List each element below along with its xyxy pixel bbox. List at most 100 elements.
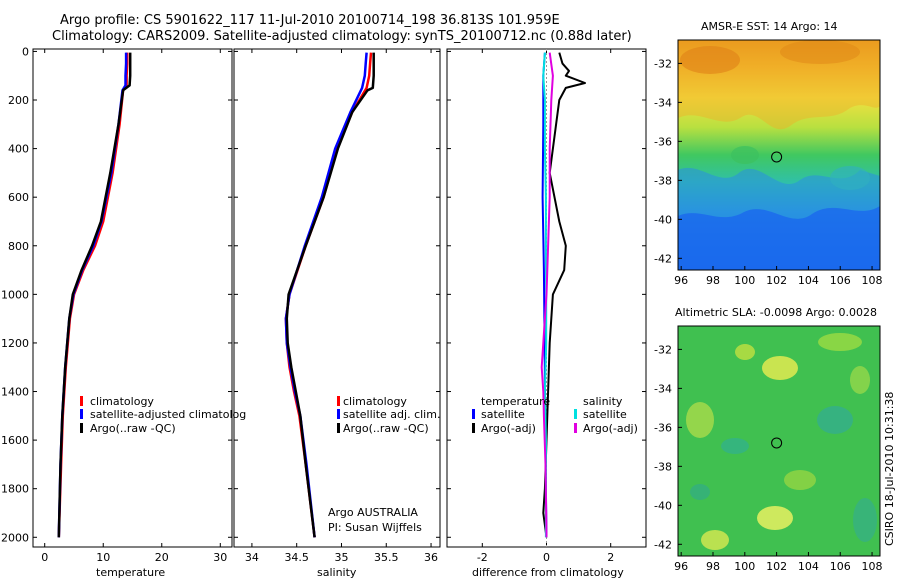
x-tick-label: 2 <box>607 551 614 564</box>
y-tick-label: 1800 <box>1 483 29 496</box>
figure-title-line1: Argo profile: CS 5901622_117 11-Jul-2010… <box>60 13 560 28</box>
sst-map-image <box>678 40 880 270</box>
legend-swatch-climatology <box>80 396 83 406</box>
legend-swatch-satellite <box>80 409 83 419</box>
y-tick-label: 0 <box>22 45 29 58</box>
x-tick-label: 34.5 <box>284 551 309 564</box>
legend-label-sal-satellite: satellite <box>583 408 627 421</box>
y-tick-label: 1400 <box>1 386 29 399</box>
series-line-satellite-adjusted-climatology <box>57 52 128 538</box>
map-y-tick-label: -42 <box>654 538 672 551</box>
x-tick-label: 0 <box>41 551 48 564</box>
legend-title-temperature: temperature <box>481 395 550 408</box>
map-x-tick-label: 100 <box>734 560 755 573</box>
temperature-axes-frame <box>32 48 233 548</box>
map-x-tick-label: 102 <box>766 560 787 573</box>
difference-legend: temperature satellite Argo(-adj) salinit… <box>472 395 638 435</box>
y-tick-label: 2000 <box>1 531 29 544</box>
sla-map-panel: Altimetric SLA: -0.0098 Argo: 0.0028 96 9… <box>654 306 883 573</box>
note-line2: PI: Susan Wijffels <box>328 521 422 534</box>
x-tick-label: 20 <box>155 551 169 564</box>
y-tick-label: 1200 <box>1 337 29 350</box>
sst-map-title: AMSR-E SST: 14 Argo: 14 <box>701 20 838 33</box>
temperature-ticks: 0 10 20 30 0 200 400 600 800 1000 1200 1400 1600 1800… <box>1 45 232 564</box>
map-x-tick-label: 100 <box>734 274 755 287</box>
salinity-legend: climatology satellite adj. clim. Argo(..… <box>337 395 440 435</box>
legend-swatch-sal-argo <box>574 423 577 433</box>
sst-map-frame <box>677 39 881 271</box>
legend-swatch-satellite <box>337 409 340 419</box>
legend-label-argo: Argo(..raw -QC) <box>90 422 176 435</box>
map-x-tick-label: 108 <box>862 560 883 573</box>
map-y-tick-label: -40 <box>654 499 672 512</box>
legend-label-sal-argo: Argo(-adj) <box>583 422 638 435</box>
difference-xlabel: difference from climatology <box>472 566 624 579</box>
temperature-lines <box>57 52 132 538</box>
legend-label-temp-satellite: satellite <box>481 408 525 421</box>
legend-label-satellite: satellite-adjusted climatolog <box>90 408 246 421</box>
salinity-ticks: 34 34.5 35 35.5 36 <box>234 49 440 564</box>
sla-argo-location-marker <box>771 437 783 449</box>
legend-label-climatology: climatology <box>90 395 154 408</box>
sla-map-frame <box>677 325 881 557</box>
series-line-climatology <box>57 52 129 538</box>
series-line-salinity-argo-adj <box>540 52 554 538</box>
map-x-tick-label: 96 <box>674 560 688 573</box>
map-y-tick-label: -42 <box>654 252 672 265</box>
salinity-panel: 34 34.5 35 35.5 36 salinity climatology sate… <box>233 48 441 579</box>
map-y-tick-label: -32 <box>654 343 672 356</box>
map-y-tick-label: -40 <box>654 213 672 226</box>
temperature-panel: 0 10 20 30 0 200 400 600 800 1000 1200 1400 1600 1800… <box>1 45 246 579</box>
series-line-argo-raw-qc <box>285 52 375 538</box>
map-x-tick-label: 98 <box>706 560 720 573</box>
legend-label-temp-argo: Argo(-adj) <box>481 422 536 435</box>
legend-label-climatology: climatology <box>343 395 407 408</box>
temperature-xlabel: temperature <box>96 566 165 579</box>
legend-label-argo: Argo(..raw -QC) <box>343 422 429 435</box>
map-y-tick-label: -34 <box>654 382 672 395</box>
legend-swatch-argo <box>80 423 83 433</box>
x-tick-label: 35.5 <box>374 551 399 564</box>
map-y-tick-label: -38 <box>654 174 672 187</box>
note-line1: Argo AUSTRALIA <box>328 506 418 519</box>
map-x-tick-label: 102 <box>766 274 787 287</box>
series-line-climatology <box>284 52 373 538</box>
provenance-label: CSIRO 18-Jul-2010 10:31:38 <box>883 392 896 546</box>
sla-map-title: Altimetric SLA: -0.0098 Argo: 0.0028 <box>675 306 877 319</box>
map-y-tick-label: -36 <box>654 135 672 148</box>
series-line-temperature-argo-adj <box>542 52 586 538</box>
map-y-tick-label: -32 <box>654 57 672 70</box>
legend-swatch-temp-argo <box>472 423 475 433</box>
legend-swatch-temp-satellite <box>472 409 475 419</box>
difference-lines <box>540 52 586 538</box>
series-line-argo-raw-qc <box>57 52 132 538</box>
map-x-tick-label: 108 <box>862 274 883 287</box>
salinity-lines <box>284 52 375 538</box>
difference-panel: -2 0 2 difference from climatology tempera… <box>446 48 647 579</box>
x-tick-label: 35 <box>334 551 348 564</box>
sla-map-image <box>678 326 880 556</box>
map-x-tick-label: 106 <box>830 274 851 287</box>
salinity-axes-frame <box>233 48 441 548</box>
sst-argo-location-marker <box>771 151 783 163</box>
legend-label-satellite: satellite adj. clim. <box>343 408 440 421</box>
legend-swatch-sal-satellite <box>574 409 577 419</box>
map-x-tick-label: 98 <box>706 274 720 287</box>
map-y-tick-label: -34 <box>654 96 672 109</box>
map-x-tick-label: 96 <box>674 274 688 287</box>
x-tick-label: -2 <box>477 551 488 564</box>
sst-map-panel: AMSR-E SST: 14 Argo: 14 96 98 100 102 104 106… <box>654 20 883 287</box>
x-tick-label: 0 <box>543 551 550 564</box>
y-tick-label: 600 <box>8 191 29 204</box>
x-tick-label: 34 <box>245 551 259 564</box>
legend-swatch-argo <box>337 423 340 433</box>
legend-swatch-climatology <box>337 396 340 406</box>
legend-title-salinity: salinity <box>583 395 623 408</box>
map-x-tick-label: 106 <box>830 560 851 573</box>
map-x-tick-label: 104 <box>798 274 819 287</box>
salinity-xlabel: salinity <box>317 566 357 579</box>
sst-map-ticks: 96 98 100 102 104 106 108 -32 -34 -36 -38 -40 -42 <box>654 57 883 287</box>
y-tick-label: 800 <box>8 240 29 253</box>
map-x-tick-label: 104 <box>798 560 819 573</box>
